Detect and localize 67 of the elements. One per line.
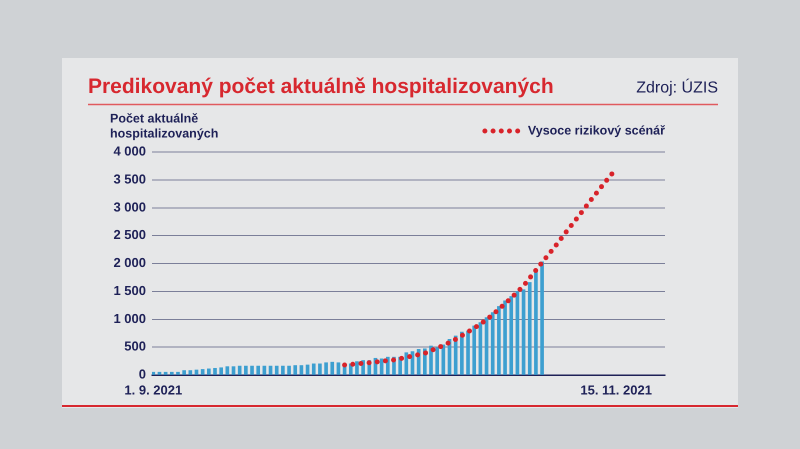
- bar: [194, 370, 198, 375]
- bar: [207, 368, 211, 375]
- bar: [380, 358, 384, 375]
- bar: [336, 362, 340, 375]
- y-tick-label: 2 000: [113, 255, 146, 270]
- bar: [528, 282, 532, 375]
- bar: [226, 366, 230, 375]
- bar: [324, 362, 328, 375]
- legend-label: Vysoce rizikový scénář: [528, 123, 666, 138]
- bar: [238, 366, 242, 375]
- chart-title: Predikovaný počet aktuálně hospitalizovaných: [88, 74, 554, 98]
- text: Zdroj: ÚZIS: [636, 78, 718, 96]
- bar: [287, 366, 291, 375]
- y-tick-label: 0: [138, 366, 146, 382]
- bar: [176, 372, 180, 375]
- bar: [200, 369, 204, 375]
- bar: [355, 361, 359, 375]
- bar: [472, 326, 476, 375]
- bar: [410, 351, 414, 375]
- bar: [182, 370, 186, 375]
- bar: [306, 364, 310, 375]
- bar: [158, 372, 162, 375]
- bar: [503, 300, 507, 375]
- bar: [534, 272, 538, 375]
- bar: [281, 366, 285, 375]
- bar: [213, 368, 217, 375]
- bar: [478, 322, 482, 375]
- y-tick-label: 3 500: [113, 171, 146, 186]
- bar: [522, 289, 526, 375]
- bar: [244, 366, 248, 375]
- x-tick-label: 15. 11. 2021: [580, 382, 652, 398]
- y-tick-label: 1 000: [113, 310, 146, 326]
- bar: [516, 291, 520, 375]
- bar: [497, 306, 501, 375]
- bar: [466, 330, 470, 375]
- bar: [318, 364, 322, 375]
- bar: [435, 347, 439, 375]
- bar: [484, 317, 488, 375]
- y-tick-label: 2 500: [113, 227, 146, 242]
- bar: [429, 346, 433, 375]
- y-axis-title: Počet aktuálně hospitalizovaných: [110, 111, 218, 140]
- bar: [540, 262, 544, 375]
- y-tick-label: 1 500: [113, 282, 146, 298]
- bar: [268, 366, 272, 375]
- bar: [250, 366, 254, 375]
- bar: [232, 366, 236, 375]
- bar: [164, 372, 168, 375]
- bar: [170, 372, 174, 375]
- bar: [312, 364, 316, 375]
- bar: [448, 338, 452, 375]
- bar: [262, 366, 266, 375]
- bar: [509, 296, 514, 375]
- bar: [490, 312, 495, 375]
- bar: [219, 367, 223, 375]
- bar: [442, 344, 446, 375]
- bar: [330, 362, 334, 375]
- bar: [188, 370, 192, 375]
- bar: [152, 372, 156, 375]
- y-tick-label: 500: [124, 338, 146, 354]
- y-tick-label: 4 000: [113, 144, 146, 159]
- bar: [256, 366, 260, 375]
- bar: [404, 352, 408, 375]
- bar: [293, 365, 298, 375]
- y-tick-label: 3 000: [113, 199, 146, 214]
- bar: [274, 366, 279, 375]
- bar: [300, 365, 304, 375]
- x-tick-label: 1. 9. 2021: [124, 382, 182, 398]
